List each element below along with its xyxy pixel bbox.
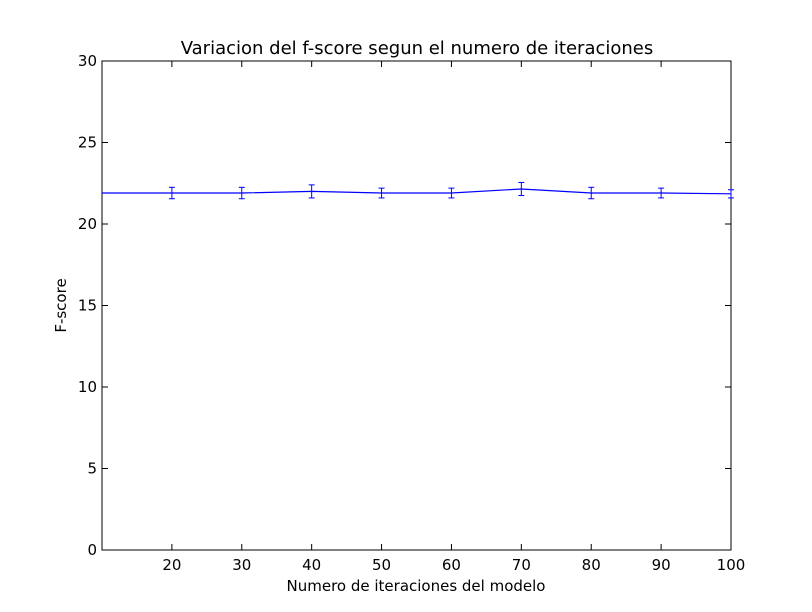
y-axis-ticks: 0 5 10 15 20 25 30 [78, 52, 731, 559]
x-tick-label: 50 [372, 556, 391, 574]
plot-area [101, 60, 734, 551]
y-tick-label: 15 [78, 297, 97, 315]
x-tick-label: 30 [232, 556, 251, 574]
chart-title: Variacion del f-score segun el numero de… [181, 38, 654, 59]
x-tick-label: 40 [302, 556, 321, 574]
y-tick-label: 5 [87, 460, 97, 478]
y-tick-label: 30 [78, 52, 97, 70]
y-tick-label: 25 [78, 134, 97, 152]
y-tick-label: 0 [87, 541, 97, 559]
x-tick-label: 90 [652, 556, 671, 574]
x-axis-ticks: 20 30 40 50 60 70 80 90 100 [162, 61, 745, 574]
x-tick-label: 70 [512, 556, 531, 574]
x-tick-label: 100 [717, 556, 746, 574]
x-tick-label: 60 [442, 556, 461, 574]
x-tick-label: 80 [582, 556, 601, 574]
y-tick-label: 10 [78, 378, 97, 396]
series-line [102, 188, 732, 195]
x-axis-label: Numero de iteraciones del modelo [287, 577, 546, 595]
y-tick-label: 20 [78, 215, 97, 233]
axes-frame [101, 60, 732, 551]
x-tick-label: 20 [162, 556, 181, 574]
y-axis-label: F-score [52, 278, 70, 332]
